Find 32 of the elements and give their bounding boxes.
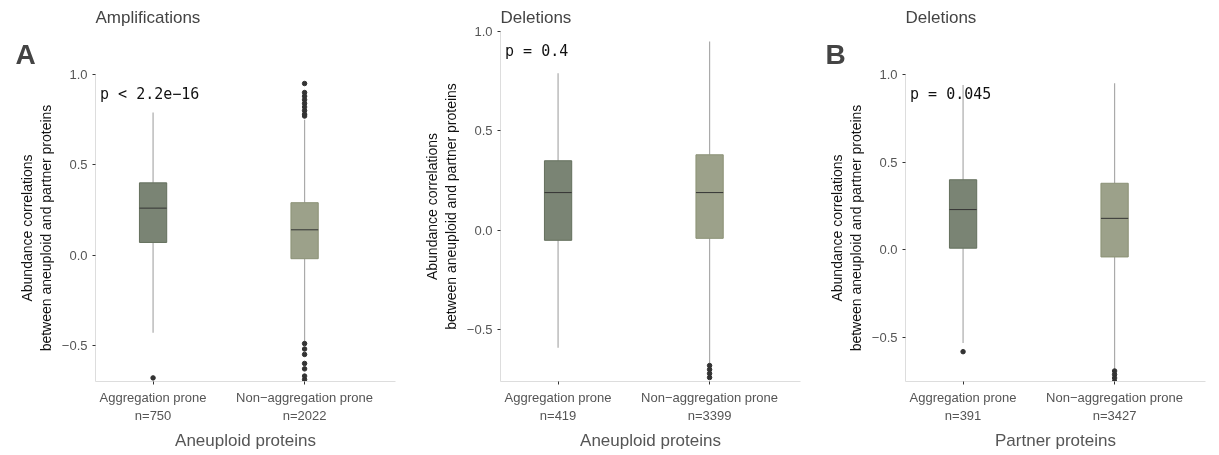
y-axis-title: Abundance correlations between aneuploid and partner proteins <box>18 104 54 352</box>
y-tick-label: 0.0 <box>474 222 493 238</box>
x-axis-title: Partner proteins <box>995 430 1116 450</box>
x-tick-label: Aggregation prone n=391 <box>909 389 1017 423</box>
y-tick-label: 0.5 <box>474 123 493 139</box>
text: B <box>825 38 846 70</box>
chart-title: Deletions <box>500 7 572 27</box>
y-tick-label: 0.0 <box>879 242 898 258</box>
y-tick-label: 1.0 <box>474 24 493 39</box>
y-tick-label: −0.5 <box>871 330 898 346</box>
y-tick-label: 0.5 <box>879 154 898 170</box>
y-axis-title: Abundance correlations between aneuploid and partner proteins <box>828 104 864 352</box>
x-tick-label: Non−aggregation prone n=2022 <box>236 389 374 423</box>
annotation: p < 2.2e−16 <box>100 84 200 103</box>
text: A <box>15 38 36 70</box>
y-tick-label: −0.5 <box>61 337 88 353</box>
y-tick-label: 0.0 <box>69 247 88 263</box>
y-axis-title: Abundance correlations between aneuploid and partner proteins <box>423 83 459 330</box>
y-tick-label: 1.0 <box>879 67 898 82</box>
annotation: p = 0.4 <box>505 41 569 60</box>
x-axis-title: Aneuploid proteins <box>175 430 316 450</box>
chart-title: Deletions <box>905 7 977 27</box>
annotation: p = 0.045 <box>910 84 992 103</box>
chart-title: Amplifications <box>95 7 201 27</box>
x-tick-label: Non−aggregation prone n=3399 <box>641 389 779 423</box>
y-tick-label: 0.5 <box>69 157 88 173</box>
y-tick-label: −0.5 <box>466 322 493 338</box>
y-tick-label: 1.0 <box>69 67 88 82</box>
x-tick-label: Aggregation prone n=419 <box>504 389 612 423</box>
x-axis-title: Aneuploid proteins <box>580 430 721 450</box>
x-tick-label: Aggregation prone n=750 <box>99 389 207 423</box>
x-tick-label: Non−aggregation prone n=3427 <box>1046 389 1184 423</box>
